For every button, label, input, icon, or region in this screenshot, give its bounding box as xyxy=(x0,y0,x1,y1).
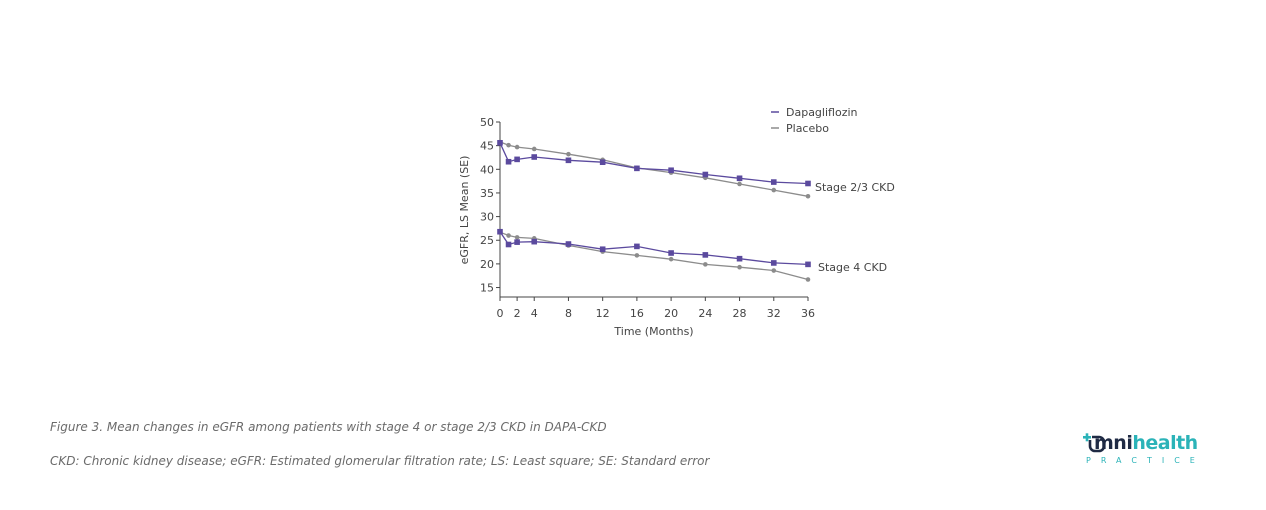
data-point-dapagliflozin-stage-4-ckd xyxy=(770,260,777,266)
legend-label-dapagliflozin: Dapagliflozin xyxy=(786,106,858,119)
data-point-dapagliflozin-stage-4-ckd xyxy=(514,239,520,245)
annotation-stage-2-3-ckd: Stage 2/3 CKD xyxy=(815,181,895,194)
data-point-placebo-stage-4-ckd xyxy=(668,256,674,262)
y-tick-label: 45 xyxy=(480,140,494,153)
y-tick-label: 35 xyxy=(480,187,494,200)
x-tick-label: 36 xyxy=(801,307,815,320)
legend-label-placebo: Placebo xyxy=(786,122,829,135)
data-point-dapagliflozin-stage-2-3-ckd xyxy=(599,159,606,166)
y-tick-label: 50 xyxy=(480,116,494,129)
data-point-dapagliflozin-stage-4-ckd xyxy=(634,243,640,250)
data-point-dapagliflozin-stage-4-ckd xyxy=(599,246,606,253)
data-point-dapagliflozin-stage-4-ckd xyxy=(565,241,572,247)
series-line-placebo-stage-4-ckd xyxy=(499,231,809,281)
data-point-placebo-stage-2-3-ckd xyxy=(805,193,811,199)
data-point-placebo-stage-4-ckd xyxy=(771,268,777,273)
figure-caption: Figure 3. Mean changes in eGFR among pat… xyxy=(50,420,607,434)
data-point-placebo-stage-2-3-ckd xyxy=(737,181,742,187)
y-tick-label: 30 xyxy=(480,211,494,224)
omnihealth-logo-icon xyxy=(1083,433,1106,453)
x-tick-label: 2 xyxy=(514,307,521,320)
data-point-dapagliflozin-stage-2-3-ckd xyxy=(668,167,674,174)
data-point-dapagliflozin-stage-2-3-ckd xyxy=(634,165,640,172)
data-point-placebo-stage-4-ckd xyxy=(805,277,811,282)
data-point-dapagliflozin-stage-2-3-ckd xyxy=(702,171,709,178)
y-tick-label: 40 xyxy=(480,163,494,176)
y-tick-label: 15 xyxy=(480,282,494,295)
chart-plot-area xyxy=(497,139,811,282)
data-point-dapagliflozin-stage-4-ckd xyxy=(736,255,743,262)
series-dapagliflozin-stage-2-3-ckd xyxy=(497,140,811,187)
data-point-placebo-stage-4-ckd xyxy=(737,264,742,270)
data-point-dapagliflozin-stage-4-ckd xyxy=(531,238,538,245)
legend: Dapagliflozin Placebo xyxy=(771,106,858,135)
x-tick-label: 28 xyxy=(733,307,747,320)
data-point-placebo-stage-2-3-ckd xyxy=(771,187,777,193)
y-tick-label: 20 xyxy=(480,258,494,271)
abbreviations-caption: CKD: Chronic kidney disease; eGFR: Estim… xyxy=(50,454,710,468)
y-tick-label: 25 xyxy=(480,234,494,247)
data-point-dapagliflozin-stage-2-3-ckd xyxy=(514,156,520,163)
x-tick-label: 8 xyxy=(565,307,572,320)
x-tick-label: 16 xyxy=(630,307,644,320)
data-point-placebo-stage-2-3-ckd xyxy=(531,146,537,152)
data-point-dapagliflozin-stage-4-ckd xyxy=(668,250,674,256)
data-point-dapagliflozin-stage-2-3-ckd xyxy=(565,157,572,164)
data-point-dapagliflozin-stage-2-3-ckd xyxy=(505,158,512,165)
data-point-dapagliflozin-stage-2-3-ckd xyxy=(770,179,777,185)
data-point-dapagliflozin-stage-4-ckd xyxy=(497,228,503,235)
omnihealth-logo: mnihealth PRACTICE xyxy=(1082,432,1222,468)
data-point-placebo-stage-4-ckd xyxy=(506,233,511,238)
x-tick-label: 20 xyxy=(664,307,678,320)
logo-wordmark: mnihealth xyxy=(1094,432,1198,454)
data-point-dapagliflozin-stage-2-3-ckd xyxy=(531,154,538,160)
data-point-dapagliflozin-stage-2-3-ckd xyxy=(736,175,743,182)
x-axis-label: Time (Months) xyxy=(613,325,693,338)
data-point-placebo-stage-4-ckd xyxy=(634,253,640,258)
annotation-stage-4-ckd: Stage 4 CKD xyxy=(818,261,887,274)
x-tick-label: 12 xyxy=(596,307,610,320)
data-point-placebo-stage-2-3-ckd xyxy=(514,144,520,150)
data-point-dapagliflozin-stage-2-3-ckd xyxy=(805,180,811,187)
x-tick-label: 0 xyxy=(497,307,504,320)
data-point-placebo-stage-4-ckd xyxy=(514,235,520,240)
data-point-placebo-stage-4-ckd xyxy=(703,262,708,267)
series-line-dapagliflozin-stage-2-3-ckd xyxy=(499,142,809,185)
series-placebo-stage-4-ckd xyxy=(497,229,811,282)
data-point-dapagliflozin-stage-4-ckd xyxy=(505,241,512,248)
data-point-placebo-stage-2-3-ckd xyxy=(566,151,571,157)
series-dapagliflozin-stage-4-ckd xyxy=(497,228,811,268)
data-point-placebo-stage-2-3-ckd xyxy=(506,142,511,148)
data-point-dapagliflozin-stage-2-3-ckd xyxy=(497,140,503,146)
data-point-dapagliflozin-stage-4-ckd xyxy=(702,252,709,258)
x-tick-label: 32 xyxy=(767,307,781,320)
y-axis-label: eGFR, LS Mean (SE) xyxy=(458,156,471,265)
x-tick-label: 24 xyxy=(698,307,712,320)
data-point-dapagliflozin-stage-4-ckd xyxy=(805,261,811,268)
x-tick-label: 4 xyxy=(531,307,538,320)
series-line-dapagliflozin-stage-4-ckd xyxy=(499,231,809,266)
logo-subtitle: PRACTICE xyxy=(1086,456,1205,465)
